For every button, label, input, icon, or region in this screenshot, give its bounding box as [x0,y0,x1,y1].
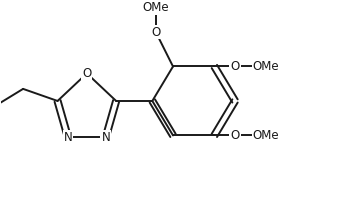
Text: OMe: OMe [143,1,169,14]
Text: O: O [230,129,240,142]
Text: O: O [230,60,240,73]
Text: N: N [101,131,110,144]
Text: OMe: OMe [253,129,279,142]
Text: OMe: OMe [253,60,279,73]
Text: N: N [64,131,72,144]
Text: O: O [82,67,91,80]
Text: O: O [151,26,161,39]
